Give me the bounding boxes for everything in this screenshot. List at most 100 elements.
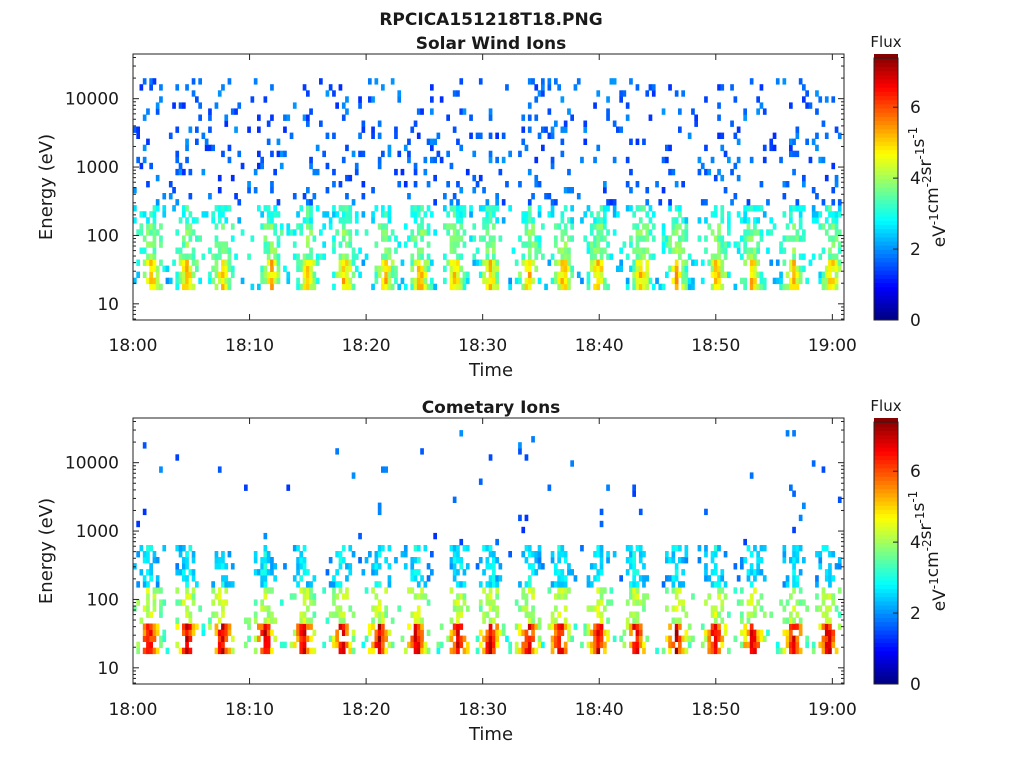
heatmap-cell [651, 84, 656, 91]
heatmap-cell [635, 623, 640, 630]
heatmap-cell [740, 641, 744, 649]
heatmap-cell [818, 211, 823, 218]
heatmap-cell [260, 629, 264, 636]
heatmap-cell [315, 168, 320, 176]
heatmap-cell [309, 162, 313, 170]
heatmap-cell [661, 247, 666, 254]
heatmap-cell [139, 617, 144, 624]
heatmap-cell [684, 283, 689, 291]
heatmap-cell [478, 205, 483, 212]
heatmap-cell [165, 277, 170, 285]
heatmap-cell [266, 569, 271, 576]
heatmap-cell [384, 271, 388, 278]
heatmap-cell [531, 229, 535, 236]
heatmap-cell [678, 247, 682, 254]
heatmap-cell [188, 168, 193, 176]
heatmap-cell [831, 223, 836, 230]
heatmap-cell [785, 635, 790, 642]
heatmap-cell [299, 223, 304, 230]
x-tick-label: 18:40 [575, 700, 624, 720]
heatmap-cell [221, 205, 225, 212]
heatmap-cell [720, 617, 725, 624]
heatmap-cell [302, 641, 307, 649]
heatmap-cell [456, 647, 460, 655]
heatmap-cell [710, 641, 715, 649]
heatmap-cell [550, 253, 555, 260]
heatmap-cell [449, 617, 454, 624]
heatmap-cell [403, 563, 408, 570]
heatmap-cell [289, 593, 294, 600]
heatmap-cell [521, 641, 526, 649]
heatmap-cell [325, 187, 330, 194]
heatmap-cell [312, 647, 317, 655]
heatmap-cell [335, 629, 339, 636]
heatmap-cell [632, 641, 636, 649]
heatmap-cell [456, 199, 460, 206]
heatmap-cell [756, 217, 760, 224]
heatmap-cell [420, 593, 424, 600]
heatmap-cell [400, 259, 405, 266]
heatmap-cell [524, 454, 529, 461]
heatmap-cell [266, 635, 271, 642]
heatmap-cell [772, 223, 777, 230]
colorbar-segment [874, 216, 898, 221]
heatmap-cell [384, 283, 388, 291]
heatmap-cell [759, 569, 764, 576]
heatmap-cell [658, 199, 663, 206]
heatmap-cell [182, 599, 186, 606]
heatmap-cell [629, 235, 633, 242]
heatmap-cell [142, 156, 147, 164]
heatmap-cell [315, 253, 320, 260]
heatmap-cell [423, 211, 428, 218]
heatmap-cell [456, 205, 460, 212]
heatmap-cell [270, 277, 274, 285]
heatmap-cell [452, 647, 457, 655]
heatmap-cell [599, 569, 604, 576]
heatmap-cell [671, 247, 676, 254]
heatmap-cell [713, 647, 718, 655]
heatmap-cell [603, 641, 607, 649]
heatmap-cell [629, 557, 633, 564]
heatmap-cell [612, 78, 617, 85]
heatmap-cell [296, 211, 300, 218]
heatmap-cell [661, 283, 666, 291]
heatmap-cell [146, 217, 150, 224]
heatmap-cell [779, 599, 783, 606]
heatmap-cell [681, 569, 685, 576]
heatmap-cell [642, 605, 646, 612]
heatmap-cell [635, 223, 640, 230]
heatmap-cell [527, 617, 532, 624]
heatmap-cell [465, 647, 470, 655]
heatmap-cell [309, 247, 313, 254]
heatmap-cell [756, 569, 760, 576]
heatmap-cell [557, 635, 561, 642]
heatmap-cell [593, 265, 597, 272]
heatmap-cell [733, 132, 738, 139]
heatmap-cell [743, 114, 747, 121]
heatmap-cell [420, 647, 424, 655]
heatmap-cell [495, 205, 499, 212]
heatmap-cell [818, 605, 823, 612]
heatmap-cell [521, 241, 526, 248]
heatmap-cell [146, 581, 150, 588]
heatmap-cell [743, 205, 747, 212]
heatmap-cell [208, 126, 212, 133]
heatmap-cell [302, 593, 307, 600]
heatmap-cell [508, 283, 512, 291]
heatmap-cell [560, 126, 565, 133]
heatmap-cell [642, 581, 646, 588]
heatmap-cell [263, 247, 268, 254]
heatmap-cell [508, 641, 512, 649]
heatmap-cell [593, 641, 597, 649]
heatmap-cell [159, 635, 163, 642]
heatmap-cell [465, 605, 470, 612]
heatmap-cell [133, 126, 137, 133]
heatmap-cell [792, 641, 796, 649]
heatmap-cell [756, 641, 760, 649]
heatmap-cell [413, 283, 418, 291]
heatmap-cell [720, 241, 725, 248]
heatmap-cell [351, 199, 356, 206]
heatmap-cell [410, 205, 415, 212]
heatmap-cell [527, 551, 532, 558]
heatmap-cell [325, 617, 330, 624]
